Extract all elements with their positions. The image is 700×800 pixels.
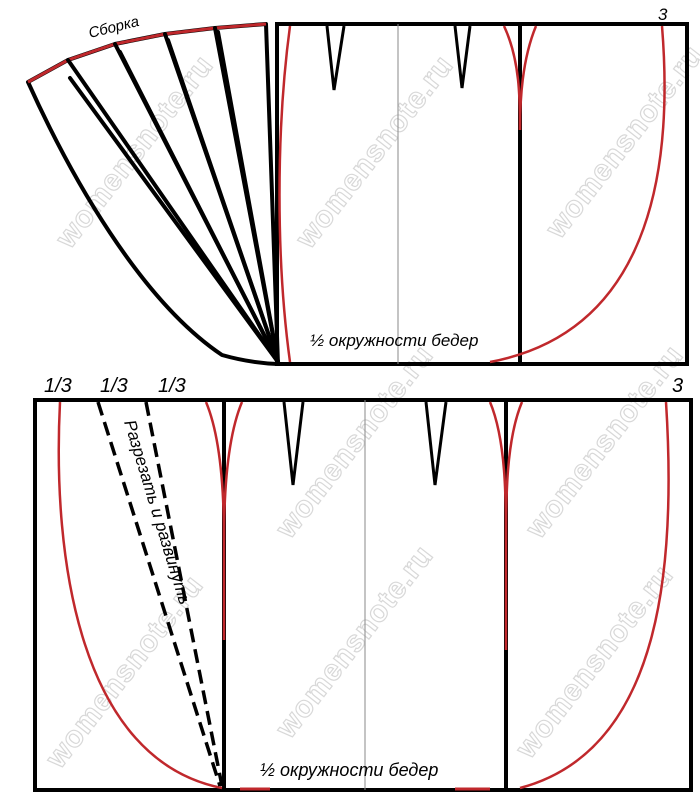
gather-label: Сборка [87,13,141,42]
thirds-marker: 1/3 [44,375,72,397]
watermarks: womensnote.ru womensnote.ru womensnote.r… [38,38,700,775]
top-red-curve [518,25,538,131]
bottom-dart [424,401,448,486]
fan-wedge-line [166,38,280,364]
thirds-marker: 1/3 [158,375,186,397]
fan-wedge-line [216,30,280,364]
top-dart [325,25,346,91]
thirds-marker: 1/3 [100,375,128,397]
top-red-curve [502,25,522,131]
bottom-red-curve [488,401,508,541]
watermark: womensnote.ru [519,339,690,545]
fan-wedge-line [118,50,280,364]
watermark: womensnote.ru [269,339,440,545]
top-pattern-block: 3 ½ окружности бедер [275,5,689,366]
watermark: womensnote.ru [269,539,440,745]
bottom-red-curve [222,401,244,541]
cut-line [96,401,222,787]
top-corner-marker: 3 [658,5,668,24]
bottom-pattern-outline [33,398,693,792]
top-red-curve [489,25,666,364]
bottom-hip-label: ½ окружности бедер [260,760,438,780]
bottom-red-curve [204,401,226,541]
fan-wedge-lines [66,26,280,364]
top-pattern-outline [275,22,689,366]
top-red-curve [278,25,292,363]
cut-lines [96,401,224,787]
fanned-side-panel: Сборка [26,13,280,366]
bottom-corner-marker: 3 [672,375,683,397]
bottom-dart [282,401,305,486]
watermark: womensnote.ru [289,49,460,255]
top-hip-label: ½ окружности бедер [310,331,478,350]
cut-line [144,401,224,787]
watermark: womensnote.ru [509,559,680,765]
bottom-red-curve [519,401,670,790]
gather-edge [27,22,267,84]
fan-wedge-line [68,76,280,364]
bottom-red-curve [504,401,524,541]
top-dart [453,25,472,89]
watermark: womensnote.ru [539,39,700,245]
bottom-red-curve [57,401,223,790]
